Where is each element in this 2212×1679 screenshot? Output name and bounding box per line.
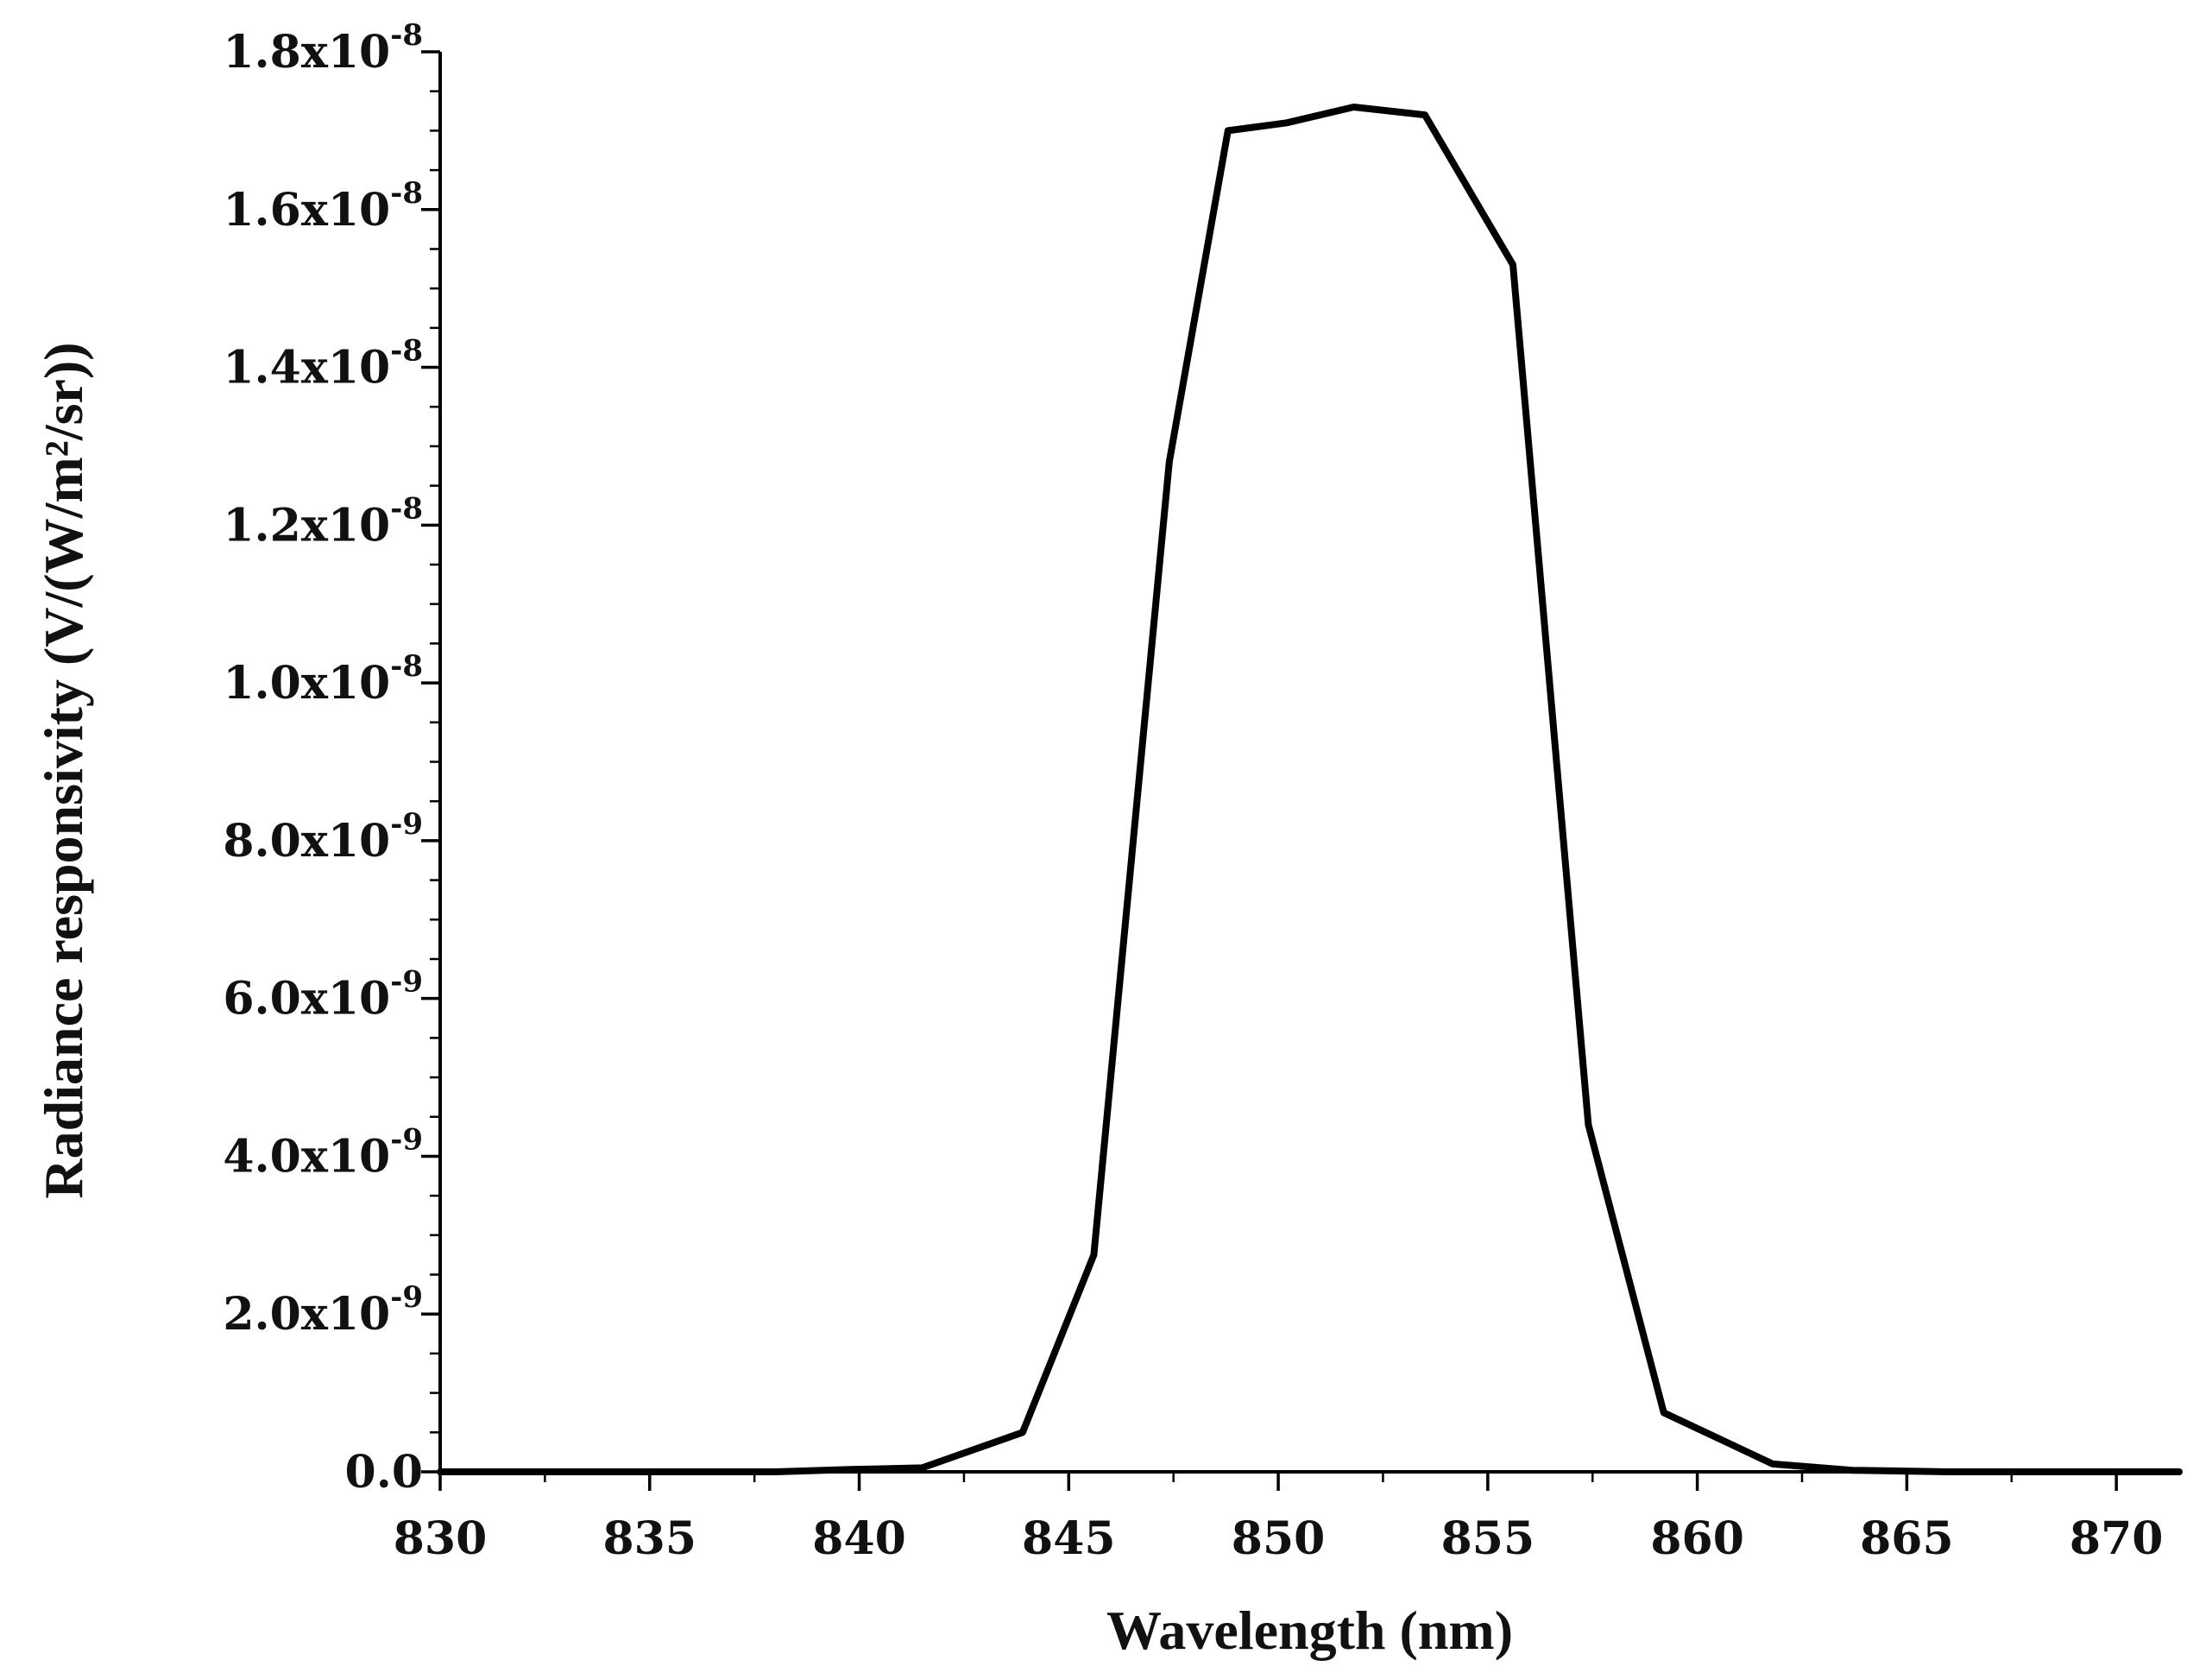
y-tick-label: 1.8x10-8 xyxy=(223,18,423,79)
x-tick-label: 870 xyxy=(2070,1512,2164,1565)
series-line xyxy=(437,104,2183,1475)
x-tick-label: 860 xyxy=(1650,1512,1744,1565)
x-tick-label: 855 xyxy=(1441,1512,1535,1565)
y-tick-label: 1.0x10-8 xyxy=(223,649,423,710)
y-axis-title: Radiance responsivity (V/(W/m²/sr)) xyxy=(33,342,94,1198)
x-tick-label: 830 xyxy=(394,1512,488,1565)
x-axis-tick-labels: 830 835 840 845 850 855 860 865 870 xyxy=(394,1512,2164,1565)
x-axis-title: Wavelength (nm) xyxy=(1106,1600,1513,1661)
y-tick-label: 8.0x10-9 xyxy=(223,807,423,868)
x-tick-label: 850 xyxy=(1232,1512,1326,1565)
y-axis-ticks xyxy=(421,50,440,1474)
y-tick-label: 0.0 xyxy=(345,1446,423,1499)
y-tick-label: 1.6x10-8 xyxy=(223,176,423,237)
y-tick-label: 6.0x10-9 xyxy=(223,965,423,1026)
y-tick-label: 1.2x10-8 xyxy=(223,491,423,552)
x-tick-label: 845 xyxy=(1022,1512,1116,1565)
x-tick-label: 865 xyxy=(1860,1512,1954,1565)
y-tick-label: 1.4x10-8 xyxy=(223,334,423,395)
y-tick-label: 2.0x10-9 xyxy=(223,1280,423,1341)
series-group xyxy=(437,104,2183,1475)
y-axis-tick-labels: 0.0 2.0x10-9 4.0x10-9 6.0x10-9 8.0x10-9 1.0x1… xyxy=(223,18,423,1499)
y-tick-label: 4.0x10-9 xyxy=(223,1122,423,1183)
x-tick-label: 835 xyxy=(602,1512,696,1565)
x-tick-label: 840 xyxy=(812,1512,906,1565)
